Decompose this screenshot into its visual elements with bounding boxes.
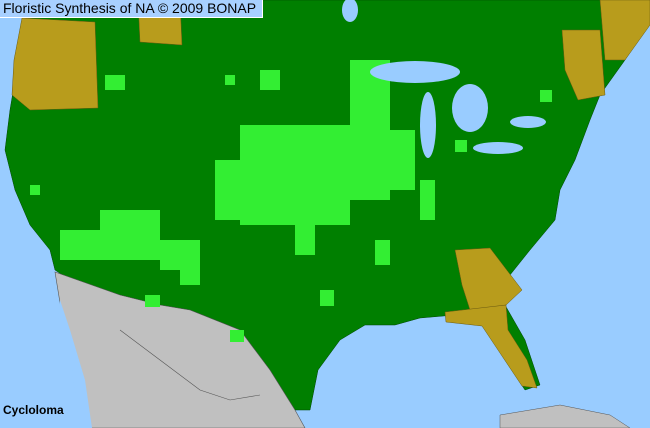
county-presence	[30, 60, 552, 342]
new-england	[561, 29, 606, 101]
cuba	[499, 404, 631, 428]
lake-ontario	[510, 116, 546, 128]
lake-winnipeg	[342, 0, 358, 22]
map-title: Floristic Synthesis of NA © 2009 BONAP	[0, 0, 264, 18]
lake-superior	[370, 61, 460, 83]
maritime	[599, 0, 650, 61]
taxon-label: Cycloloma	[3, 403, 64, 417]
lake-michigan	[420, 92, 436, 158]
lake-erie	[473, 142, 523, 154]
mexico	[54, 271, 306, 428]
lake-huron	[452, 84, 488, 132]
florida	[444, 304, 538, 389]
washington-oregon	[11, 17, 99, 111]
great-lakes	[342, 0, 546, 158]
